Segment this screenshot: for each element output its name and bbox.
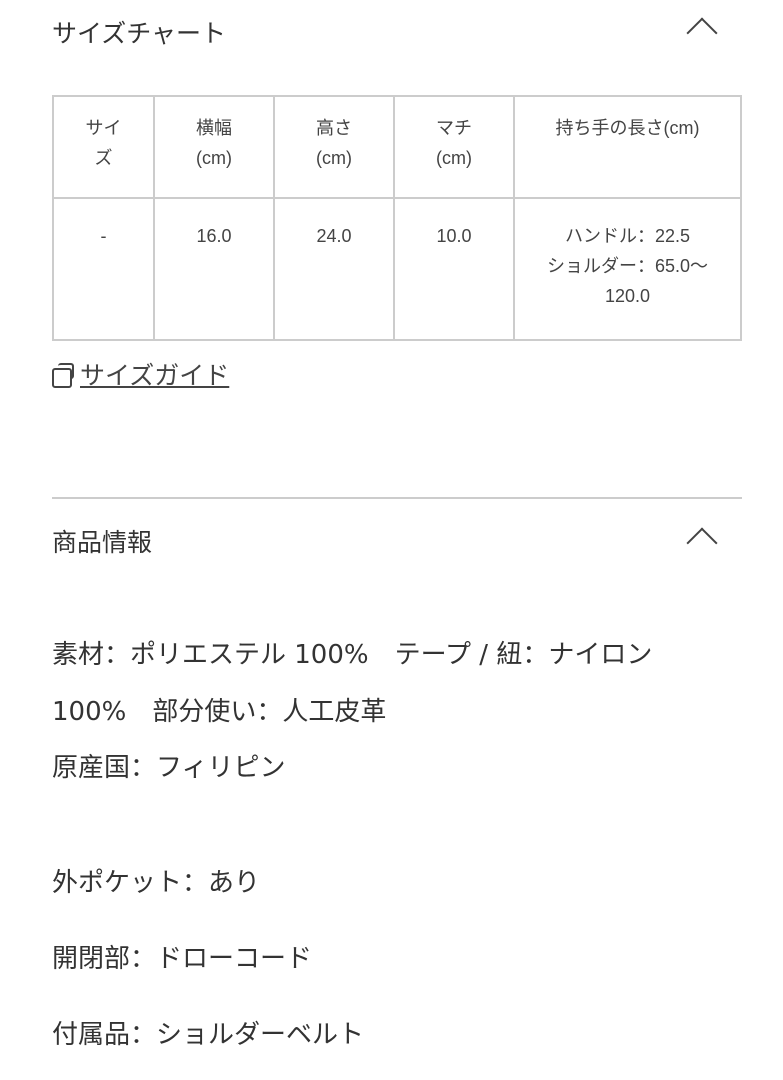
cell-size: - — [52, 197, 155, 341]
cell-width: 16.0 — [153, 197, 275, 341]
header-width: 横幅 (cm) — [153, 95, 275, 199]
info-line: 素材：ポリエステル 100% テープ / 紐：ナイロン — [52, 640, 653, 670]
size-guide-label[interactable]: サイズガイド — [80, 361, 230, 390]
cell-handle-length: ハンドル：22.5 ショルダー：65.0〜 120.0 — [513, 197, 742, 341]
info-line: 原産国：フィリピン — [52, 753, 286, 783]
section-divider — [52, 497, 742, 499]
chevron-up-icon[interactable] — [686, 527, 718, 559]
product-info-title: 商品情報 — [52, 528, 153, 557]
size-guide-link[interactable]: サイズガイド — [52, 356, 229, 392]
cell-gusset: 10.0 — [393, 197, 515, 341]
info-line: 100% 部分使い：人工皮革 — [52, 697, 387, 727]
info-line: 外ポケット：あり — [52, 868, 261, 898]
info-line: 開閉部：ドローコード — [52, 944, 313, 974]
chevron-up-icon[interactable] — [686, 17, 718, 49]
header-gusset: マチ (cm) — [393, 95, 515, 199]
table-header-row: サイズ 横幅 (cm) 高さ (cm) マチ (cm) 持ち手の長さ(cm) — [52, 95, 742, 199]
copy-window-icon — [52, 363, 74, 388]
cell-height: 24.0 — [273, 197, 395, 341]
size-chart-table: サイズ 横幅 (cm) 高さ (cm) マチ (cm) 持ち手の長さ(cm) - 16… — [52, 95, 742, 341]
header-size: サイズ — [52, 95, 155, 199]
table-row: - 16.0 24.0 10.0 ハンドル：22.5 ショルダー：65.0〜 120… — [52, 197, 742, 341]
size-chart-title: サイズチャート — [52, 19, 227, 48]
info-line: 付属品：ショルダーベルト — [52, 1020, 365, 1050]
header-handle-length: 持ち手の長さ(cm) — [513, 95, 742, 199]
header-height: 高さ (cm) — [273, 95, 395, 199]
